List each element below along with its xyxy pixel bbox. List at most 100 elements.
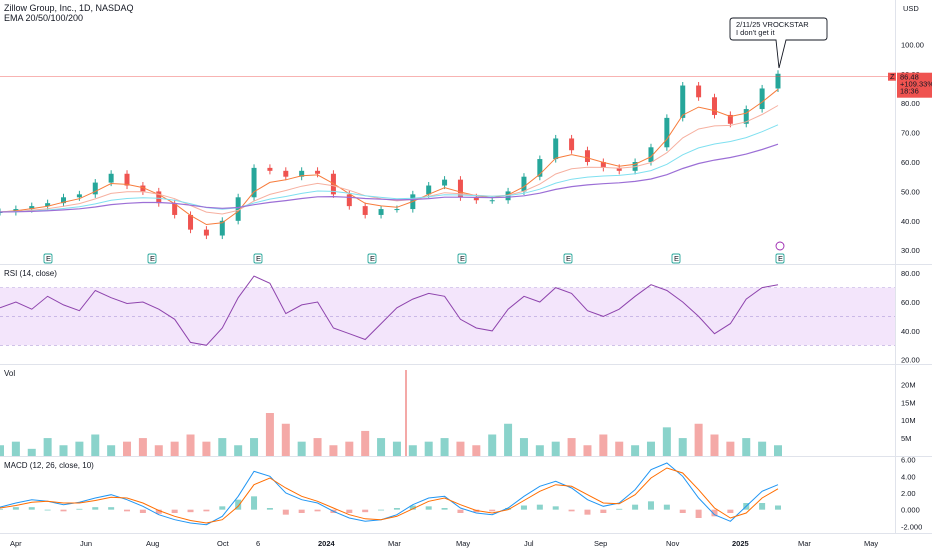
time-axis-label: Oct [217, 539, 230, 548]
macd-histogram-bar [584, 509, 591, 515]
price-tag-countdown: 18:36 [900, 87, 919, 96]
macd-histogram-bar [647, 501, 654, 510]
macd-title: MACD (12, 26, close, 10) [4, 461, 94, 470]
rsi-line [0, 275, 779, 346]
volume-bar [408, 445, 417, 456]
macd-histogram-bar [663, 504, 670, 510]
volume-bar [424, 441, 433, 456]
time-axis-label: Mar [798, 539, 811, 548]
candle-body [61, 197, 67, 204]
candle-body [172, 203, 178, 215]
candle-body [188, 214, 194, 230]
volume-bar [599, 434, 608, 456]
volume-bar [774, 445, 782, 456]
volume-tick-label: 15M [901, 398, 916, 407]
time-axis-label: Mar [388, 539, 401, 548]
time-axis-label: 6 [256, 539, 260, 548]
candle-body [696, 85, 702, 98]
macd-tick-label: 0.000 [901, 506, 920, 515]
candle-body [219, 220, 225, 236]
macd-histogram-bar [457, 509, 464, 513]
macd-histogram-bar [393, 508, 400, 510]
volume-bar [392, 441, 401, 456]
macd-histogram-bar [568, 509, 575, 512]
macd-histogram-bar [711, 509, 718, 517]
volume-bar [345, 441, 354, 456]
macd-histogram-bar [92, 507, 99, 510]
volume-bar [535, 445, 544, 456]
price-tick-label: 80.00 [901, 99, 920, 108]
price-tick-label: 100.00 [901, 40, 924, 49]
macd-tick-label: -2.000 [901, 522, 922, 531]
candle-body [743, 109, 749, 124]
candle-body [537, 159, 543, 177]
macd-histogram-bar [616, 508, 623, 510]
volume-bar [107, 445, 116, 456]
macd-histogram-bar [520, 505, 527, 510]
time-axis-label: Aug [146, 539, 159, 548]
earnings-marker-label: E [460, 254, 465, 263]
volume-bar [631, 445, 640, 456]
macd-histogram-bar [632, 504, 639, 510]
candle-body [759, 88, 765, 110]
macd-histogram-bar [679, 509, 686, 513]
volume-bar [329, 445, 338, 456]
macd-histogram-bar [298, 509, 305, 513]
macd-histogram-bar [219, 506, 226, 510]
volume-bar [281, 423, 290, 456]
macd-histogram-bar [251, 496, 258, 510]
rsi-title: RSI (14, close) [4, 269, 57, 278]
macd-histogram-bar [600, 509, 607, 513]
candle-body [457, 179, 463, 198]
candle-body [521, 176, 527, 192]
macd-histogram-bar [155, 509, 162, 514]
macd-histogram-bar [727, 509, 734, 513]
candle-body [569, 138, 575, 151]
ema-legend[interactable]: EMA 20/50/100/200 [4, 13, 84, 23]
volume-spike-bar [405, 370, 407, 456]
volume-bar [59, 445, 68, 456]
callout-text: I don't get it [736, 28, 775, 37]
volume-title: Vol [4, 369, 15, 378]
macd-histogram-bar [76, 508, 83, 510]
candle-body [299, 170, 305, 177]
volume-bar [265, 413, 274, 456]
volume-tick-label: 5M [901, 434, 911, 443]
volume-bar [202, 441, 211, 456]
price-tag [897, 72, 932, 98]
volume-bar [0, 445, 4, 456]
volume-bar [551, 441, 560, 456]
callout-author: 2/11/25 VROCKSTAR [736, 20, 809, 29]
price-tick-label: 70.00 [901, 129, 920, 138]
earnings-marker-label: E [256, 254, 261, 263]
candle-body [600, 162, 606, 168]
candle-body [203, 229, 209, 236]
earnings-marker-label: E [46, 254, 51, 263]
earnings-marker [147, 253, 157, 264]
symbol-badge [888, 72, 896, 81]
rsi-tick-label: 80.00 [901, 269, 920, 278]
macd-histogram-bar [775, 505, 781, 510]
macd-histogram-bar [108, 507, 115, 510]
candle-body [473, 197, 479, 201]
macd-histogram-bar [378, 509, 385, 511]
earnings-marker [457, 253, 467, 264]
macd-histogram-bar [552, 506, 559, 510]
candle-body [489, 200, 495, 202]
price-tick-label: 40.00 [901, 217, 920, 226]
price-tick-label: 60.00 [901, 158, 920, 167]
macd-histogram-bar [124, 509, 131, 512]
macd-line [0, 462, 779, 526]
earnings-marker-label: E [370, 254, 375, 263]
volume-bar [361, 430, 370, 456]
time-axis-label: Apr [10, 539, 22, 548]
volume-bar [91, 434, 100, 456]
macd-tick-label: 4.00 [901, 472, 916, 481]
candle-body [648, 147, 654, 162]
time-axis-label: Sep [594, 539, 607, 548]
macd-histogram-bar [203, 509, 210, 512]
ema100-line [0, 124, 779, 213]
volume-bar [678, 438, 687, 456]
candle-body [680, 85, 686, 118]
